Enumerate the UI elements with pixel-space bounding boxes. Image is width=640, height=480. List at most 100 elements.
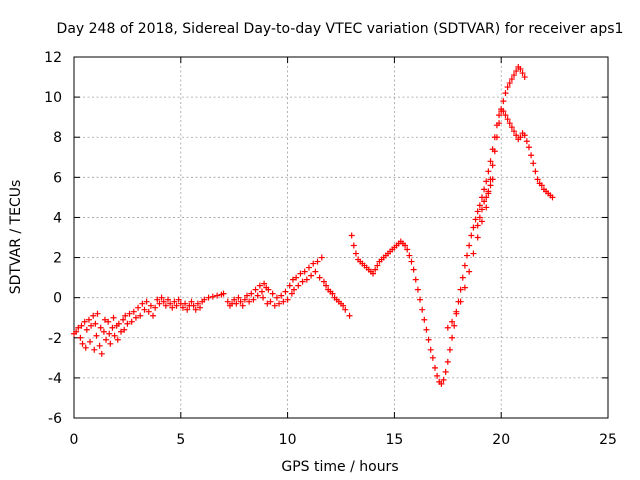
data-point	[446, 346, 453, 353]
data-point	[120, 316, 127, 323]
data-point	[489, 176, 496, 183]
data-point	[147, 302, 154, 309]
data-point	[288, 290, 295, 297]
data-point	[478, 218, 485, 225]
data-point	[278, 292, 285, 299]
data-point	[156, 300, 163, 307]
data-point	[188, 298, 195, 305]
data-point	[451, 322, 458, 329]
data-point	[314, 258, 321, 265]
data-point	[476, 202, 483, 209]
data-point	[237, 298, 244, 305]
data-point	[308, 272, 315, 279]
data-point	[423, 326, 430, 333]
data-point	[468, 232, 475, 239]
data-point	[107, 340, 114, 347]
data-point	[534, 176, 541, 183]
y-axis-label: SDTVAR / TECUs	[8, 180, 24, 295]
data-point	[410, 266, 417, 273]
data-point	[474, 222, 481, 229]
data-point	[94, 310, 101, 317]
data-point	[152, 304, 159, 311]
data-point	[100, 328, 107, 335]
data-point	[329, 290, 336, 297]
x-tick-label: 25	[599, 432, 617, 448]
data-point	[511, 128, 518, 135]
data-point	[461, 262, 468, 269]
data-point	[295, 282, 302, 289]
y-tick-label: -4	[48, 371, 62, 387]
data-point	[171, 298, 178, 305]
data-point	[457, 298, 464, 305]
data-point	[239, 302, 246, 309]
data-point	[504, 116, 511, 123]
data-point	[483, 204, 490, 211]
data-point	[96, 342, 103, 349]
data-point	[478, 206, 485, 213]
data-point	[511, 72, 518, 79]
data-point	[303, 276, 310, 283]
data-point	[453, 308, 460, 315]
data-point	[342, 306, 349, 313]
grid-layer	[74, 57, 608, 418]
data-point	[523, 138, 530, 145]
data-point	[496, 120, 503, 127]
y-tick-label: 10	[44, 90, 62, 106]
data-point	[508, 76, 515, 83]
data-point	[474, 208, 481, 215]
data-point	[530, 160, 537, 167]
data-point	[111, 332, 118, 339]
data-point	[404, 246, 411, 253]
data-point	[137, 312, 144, 319]
chart-title: Day 248 of 2018, Sidereal Day-to-day VTE…	[57, 21, 624, 37]
data-point	[135, 304, 142, 311]
data-point	[431, 364, 438, 371]
data-point	[105, 318, 112, 325]
data-point	[320, 278, 327, 285]
data-point	[175, 296, 182, 303]
data-point	[258, 288, 265, 295]
data-point	[83, 326, 90, 333]
data-point	[128, 318, 135, 325]
data-point	[145, 308, 152, 315]
data-point	[470, 224, 477, 231]
data-point	[504, 84, 511, 91]
data-point	[481, 186, 488, 193]
data-point	[267, 298, 274, 305]
data-point	[487, 158, 494, 165]
data-point	[508, 124, 515, 131]
plot-frame	[73, 56, 609, 419]
data-point	[457, 286, 464, 293]
data-point	[299, 278, 306, 285]
data-point	[179, 304, 186, 311]
data-point	[98, 350, 105, 357]
data-point	[167, 300, 174, 307]
data-point	[521, 132, 528, 139]
data-point	[139, 300, 146, 307]
data-point	[197, 304, 204, 311]
data-point	[192, 306, 199, 313]
y-tick-label: -2	[48, 331, 62, 347]
data-point	[284, 296, 291, 303]
y-tick-label: 0	[53, 291, 62, 307]
data-point	[310, 260, 317, 267]
data-point	[254, 292, 261, 299]
data-point	[466, 268, 473, 275]
data-point	[459, 274, 466, 281]
data-point	[517, 66, 524, 73]
data-point	[114, 336, 121, 343]
y-tick-label: 4	[53, 210, 62, 226]
data-point	[461, 284, 468, 291]
x-tick-label: 15	[385, 432, 403, 448]
data-point	[297, 270, 304, 277]
data-point	[220, 290, 227, 297]
data-point	[101, 316, 108, 323]
data-point	[429, 354, 436, 361]
x-axis-label: GPS time / hours	[281, 459, 398, 475]
data-point	[496, 112, 503, 119]
y-tick-label: 6	[53, 170, 62, 186]
data-point	[427, 346, 434, 353]
data-point	[498, 108, 505, 115]
data-point	[81, 318, 88, 325]
